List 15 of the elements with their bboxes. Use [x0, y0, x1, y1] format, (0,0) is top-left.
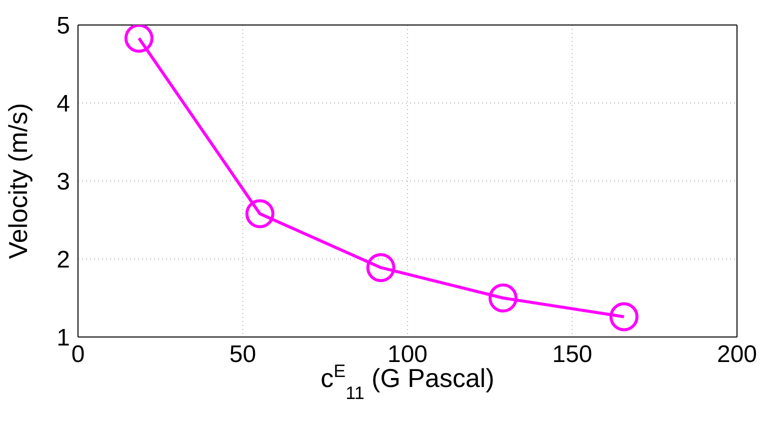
- x-tick-label: 200: [716, 341, 758, 368]
- y-tick-label: 5: [56, 12, 70, 40]
- y-tick-label: 1: [56, 324, 70, 352]
- point: [366, 253, 396, 282]
- point: [245, 199, 274, 228]
- y-tick-label: 2: [56, 246, 70, 274]
- x-tick-label: 50: [229, 341, 256, 368]
- point: [609, 302, 638, 332]
- point: [488, 284, 518, 312]
- y-axis-title: Velocity (m/s): [3, 102, 34, 260]
- x-tick-label: 150: [552, 341, 592, 368]
- y-tick-label: 3: [56, 168, 70, 196]
- x-tick-label: 0: [71, 341, 85, 368]
- y-tick-label: 4: [56, 90, 70, 118]
- point: [124, 25, 154, 53]
